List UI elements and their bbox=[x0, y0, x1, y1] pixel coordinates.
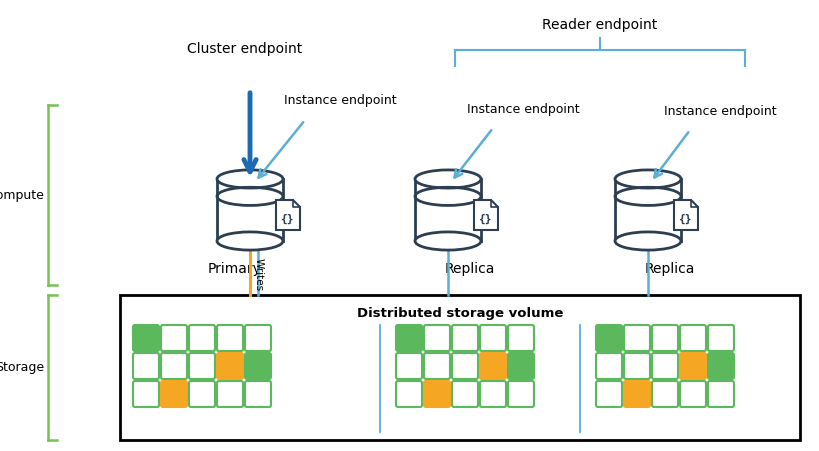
FancyBboxPatch shape bbox=[217, 381, 243, 407]
FancyBboxPatch shape bbox=[615, 179, 681, 241]
FancyBboxPatch shape bbox=[189, 353, 215, 379]
Text: Replica: Replica bbox=[645, 262, 695, 276]
Text: Writes: Writes bbox=[254, 258, 264, 291]
FancyBboxPatch shape bbox=[508, 325, 534, 351]
FancyBboxPatch shape bbox=[133, 353, 159, 379]
Text: Storage: Storage bbox=[0, 362, 44, 374]
Ellipse shape bbox=[615, 232, 681, 250]
FancyBboxPatch shape bbox=[508, 381, 534, 407]
FancyBboxPatch shape bbox=[452, 381, 478, 407]
FancyBboxPatch shape bbox=[189, 325, 215, 351]
Ellipse shape bbox=[615, 170, 681, 188]
Ellipse shape bbox=[217, 170, 283, 188]
Text: Reader endpoint: Reader endpoint bbox=[542, 18, 658, 32]
FancyBboxPatch shape bbox=[508, 353, 534, 379]
Text: Cluster endpoint: Cluster endpoint bbox=[188, 42, 303, 56]
FancyBboxPatch shape bbox=[480, 353, 506, 379]
FancyBboxPatch shape bbox=[624, 381, 650, 407]
FancyBboxPatch shape bbox=[161, 353, 187, 379]
FancyBboxPatch shape bbox=[452, 325, 478, 351]
FancyBboxPatch shape bbox=[424, 325, 450, 351]
FancyBboxPatch shape bbox=[424, 353, 450, 379]
FancyBboxPatch shape bbox=[680, 381, 706, 407]
FancyBboxPatch shape bbox=[624, 325, 650, 351]
FancyBboxPatch shape bbox=[245, 325, 271, 351]
FancyBboxPatch shape bbox=[189, 381, 215, 407]
FancyBboxPatch shape bbox=[680, 353, 706, 379]
Ellipse shape bbox=[415, 232, 481, 250]
FancyBboxPatch shape bbox=[708, 381, 734, 407]
Text: {}: {} bbox=[478, 214, 491, 224]
Text: {}: {} bbox=[280, 214, 294, 224]
FancyBboxPatch shape bbox=[217, 353, 243, 379]
Text: Compute: Compute bbox=[0, 189, 44, 202]
FancyBboxPatch shape bbox=[396, 353, 422, 379]
FancyBboxPatch shape bbox=[217, 179, 283, 241]
FancyBboxPatch shape bbox=[652, 325, 678, 351]
FancyBboxPatch shape bbox=[596, 381, 622, 407]
FancyBboxPatch shape bbox=[415, 179, 481, 241]
Text: Instance endpoint: Instance endpoint bbox=[467, 103, 579, 116]
Text: {}: {} bbox=[678, 214, 692, 224]
FancyBboxPatch shape bbox=[424, 381, 450, 407]
FancyBboxPatch shape bbox=[245, 381, 271, 407]
FancyBboxPatch shape bbox=[217, 325, 243, 351]
FancyBboxPatch shape bbox=[133, 325, 159, 351]
Polygon shape bbox=[474, 200, 498, 230]
FancyBboxPatch shape bbox=[596, 325, 622, 351]
FancyBboxPatch shape bbox=[161, 325, 187, 351]
Ellipse shape bbox=[415, 170, 481, 188]
Text: Distributed storage volume: Distributed storage volume bbox=[357, 307, 563, 319]
FancyBboxPatch shape bbox=[396, 381, 422, 407]
Text: Instance endpoint: Instance endpoint bbox=[283, 94, 396, 107]
FancyBboxPatch shape bbox=[396, 325, 422, 351]
FancyBboxPatch shape bbox=[708, 353, 734, 379]
Ellipse shape bbox=[217, 232, 283, 250]
FancyBboxPatch shape bbox=[652, 381, 678, 407]
Text: Primary: Primary bbox=[208, 262, 262, 276]
FancyBboxPatch shape bbox=[480, 325, 506, 351]
FancyBboxPatch shape bbox=[708, 325, 734, 351]
FancyBboxPatch shape bbox=[680, 325, 706, 351]
FancyBboxPatch shape bbox=[133, 381, 159, 407]
FancyBboxPatch shape bbox=[624, 353, 650, 379]
FancyBboxPatch shape bbox=[596, 353, 622, 379]
FancyBboxPatch shape bbox=[161, 381, 187, 407]
Text: Replica: Replica bbox=[445, 262, 495, 276]
FancyBboxPatch shape bbox=[452, 353, 478, 379]
Polygon shape bbox=[276, 200, 300, 230]
FancyBboxPatch shape bbox=[480, 381, 506, 407]
Polygon shape bbox=[674, 200, 698, 230]
FancyBboxPatch shape bbox=[652, 353, 678, 379]
FancyBboxPatch shape bbox=[120, 295, 800, 440]
Text: Instance endpoint: Instance endpoint bbox=[663, 105, 776, 118]
FancyBboxPatch shape bbox=[245, 353, 271, 379]
